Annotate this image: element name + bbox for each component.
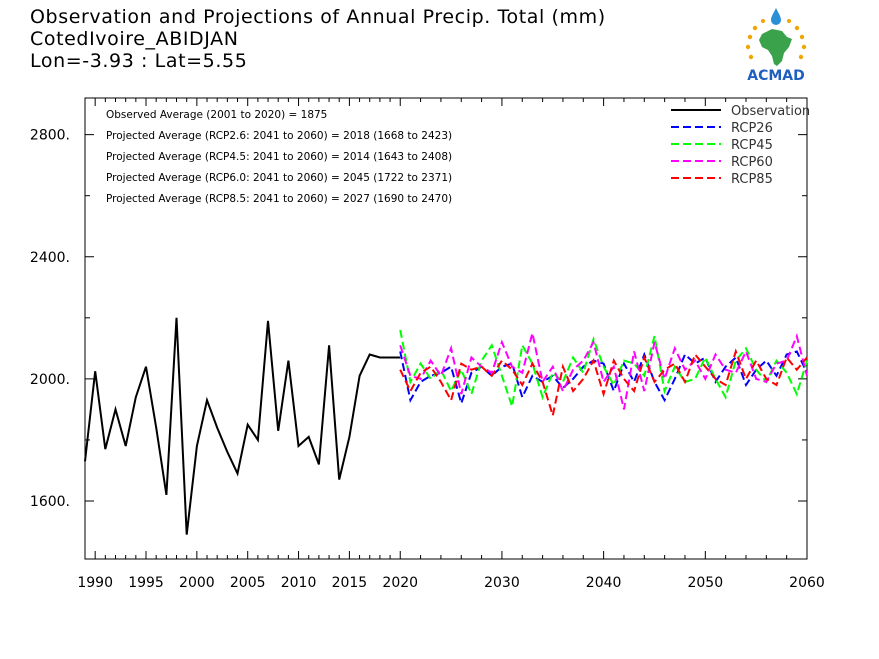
x-tick-label: 2015 (332, 575, 368, 591)
x-tick-label: 1990 (77, 575, 113, 591)
x-tick-label: 2010 (281, 575, 317, 591)
coordinates-label: Lon=-3.93 : Lat=5.55 (30, 50, 248, 72)
acmad-logo: ACMAD (745, 8, 807, 84)
legend-label-rcp26: RCP26 (731, 121, 773, 136)
x-tick-label: 1995 (128, 575, 164, 591)
legend-label-rcp45: RCP45 (731, 138, 773, 153)
legend-label-rcp85: RCP85 (731, 172, 773, 187)
y-tick-label: 2400. (30, 250, 70, 266)
legend: Observation RCP26 RCP45 RCP60 RCP85 (671, 104, 810, 187)
x-tick-label: 2050 (687, 575, 723, 591)
legend-label-rcp60: RCP60 (731, 155, 773, 170)
x-tick-label: 2040 (586, 575, 622, 591)
x-tick-label: 2030 (484, 575, 520, 591)
y-tick-label: 1600. (30, 494, 70, 510)
y-tick-label: 2800. (30, 128, 70, 144)
annotation-text: Projected Average (RCP2.6: 2041 to 2060)… (106, 130, 452, 142)
series-line-observation (84, 317, 401, 535)
annotations: Observed Average (2001 to 2020) = 1875 Pr… (106, 109, 452, 205)
x-tick-label: 2000 (179, 575, 215, 591)
title-block: Observation and Projections of Annual Pr… (30, 6, 606, 72)
series-layer (84, 317, 808, 535)
series-line-rcp45 (399, 329, 808, 407)
x-tick-label: 2060 (789, 575, 825, 591)
logo-drop-icon (771, 8, 781, 25)
logo-stars (745, 19, 807, 60)
y-axis-ticks: 1600. 2000. 2400. 2800. (30, 128, 807, 510)
annotation-text: Projected Average (RCP6.0: 2041 to 2060)… (106, 172, 452, 184)
plot-frame (84, 97, 808, 560)
y-tick-label: 2000. (30, 372, 70, 388)
x-axis-ticks: 1990 1995 2000 2005 2010 2015 2020 2030 2040 2050… (77, 98, 825, 591)
annotation-text: Observed Average (2001 to 2020) = 1875 (106, 109, 327, 121)
station-name: CotedIvoire_ABIDJAN (30, 28, 239, 50)
series-line-rcp85 (399, 348, 808, 416)
logo-text: ACMAD (747, 68, 805, 84)
annotation-text: Projected Average (RCP8.5: 2041 to 2060)… (106, 193, 452, 205)
chart-title: Observation and Projections of Annual Pr… (30, 6, 606, 28)
logo-africa-icon (759, 29, 792, 66)
x-tick-label: 2005 (230, 575, 266, 591)
x-tick-label: 2020 (382, 575, 418, 591)
annotation-text: Projected Average (RCP4.5: 2041 to 2060)… (106, 151, 452, 163)
legend-label-observation: Observation (731, 104, 810, 119)
series-line-rcp60 (399, 332, 808, 410)
